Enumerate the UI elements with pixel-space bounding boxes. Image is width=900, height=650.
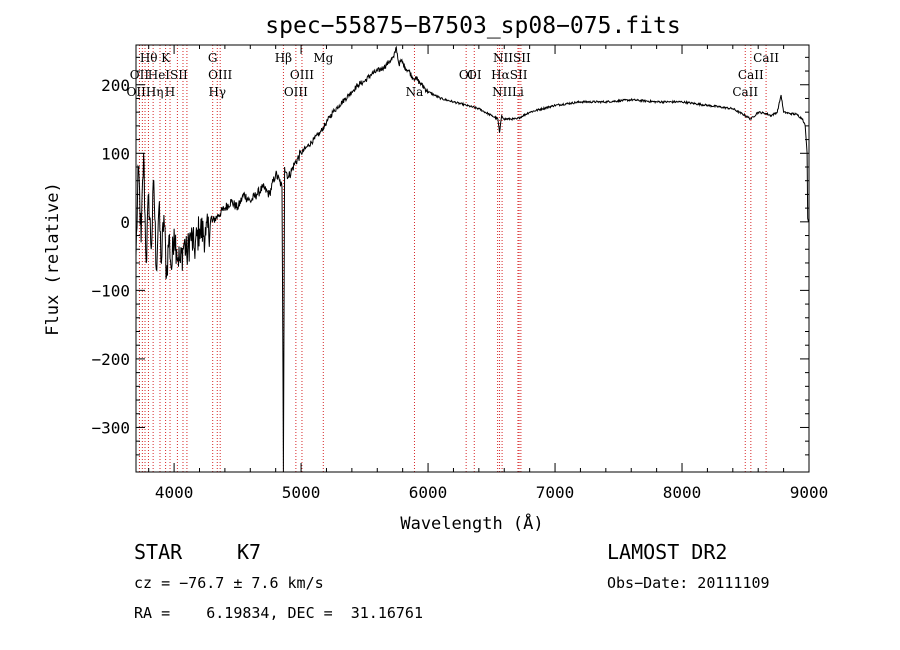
- line-label-14: CaII: [738, 68, 764, 82]
- x-axis: 4000 5000 6000 7000 8000 9000: [148, 45, 829, 502]
- line-label-10: OIII: [208, 68, 232, 82]
- spectrum-series: [135, 45, 810, 473]
- line-label-22: CaII: [732, 85, 758, 99]
- chart-title: spec−55875−B7503_sp08−075.fits: [265, 13, 680, 39]
- line-label-3: Hβ: [275, 51, 292, 65]
- spectral-line-markers: [138, 45, 767, 472]
- line-label-19: Na: [406, 85, 424, 99]
- x-tick-label-2: 6000: [409, 483, 448, 502]
- line-label-8: OII: [130, 68, 150, 82]
- y-axis: 200 100 0 −100 −200 −300: [91, 56, 809, 456]
- x-tick-label-1: 5000: [282, 483, 321, 502]
- line-label-7: CaII: [753, 51, 779, 65]
- observation-date: Obs−Date: 20111109: [607, 574, 770, 592]
- line-label-21: Li: [512, 85, 524, 99]
- x-tick-label-0: 4000: [155, 483, 194, 502]
- y-axis-label: Flux (relative): [43, 182, 63, 336]
- coordinates-readout: RA = 6.19834, DEC = 31.16761: [134, 604, 423, 622]
- line-label-6: NIISII: [493, 51, 531, 65]
- x-tick-label-3: 7000: [536, 483, 575, 502]
- line-label-5: OI: [467, 68, 482, 82]
- y-tick-label-2: 0: [120, 213, 130, 232]
- line-label-4: Mg: [313, 51, 333, 65]
- spectrum-line-0: [135, 45, 810, 473]
- y-tick-label-4: −200: [91, 350, 130, 369]
- line-label-20: NII: [492, 85, 512, 99]
- y-tick-label-5: −300: [91, 418, 130, 437]
- line-label-13: HαSII: [491, 68, 528, 82]
- line-label-18: OIII: [284, 85, 308, 99]
- line-label-17: Hγ: [208, 85, 226, 99]
- x-tick-label-4: 8000: [663, 483, 702, 502]
- line-label-2: G: [208, 51, 218, 65]
- survey-name: LAMOST DR2: [607, 540, 728, 564]
- object-subclass: K7: [237, 540, 262, 564]
- line-label-11: OIII: [290, 68, 314, 82]
- plot-frame: [135, 44, 810, 473]
- redshift-readout: cz = −76.7 ± 7.6 km/s: [134, 574, 324, 592]
- x-tick-label-5: 9000: [790, 483, 829, 502]
- object-class: STAR: [134, 540, 183, 564]
- y-tick-label-1: 100: [101, 144, 130, 163]
- line-label-15: OIIHη: [127, 85, 164, 99]
- line-label-12: OI: [459, 68, 474, 82]
- x-axis-label: Wavelength (Å): [400, 512, 543, 534]
- y-tick-label-0: 200: [101, 76, 130, 95]
- y-tick-label-3: −100: [91, 281, 130, 300]
- line-label-9: HeISII: [148, 68, 188, 82]
- line-label-16: H: [165, 85, 175, 99]
- line-label-1: K: [161, 51, 171, 65]
- line-label-0: Hθ: [140, 51, 158, 65]
